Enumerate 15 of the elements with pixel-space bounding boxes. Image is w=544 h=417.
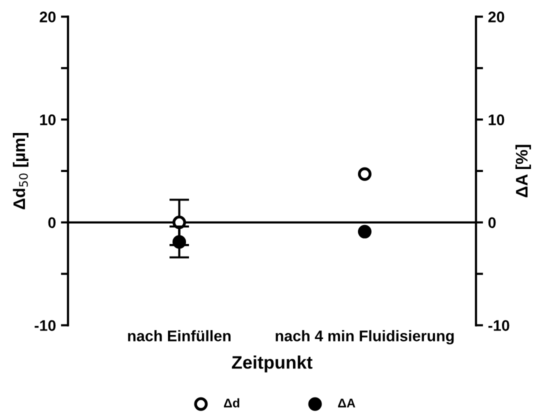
- y2-tick-label: 0: [488, 217, 496, 228]
- y-axis-title: Δd$_{50}$ [µm]: [12, 133, 28, 210]
- y-tick-label: 20: [40, 12, 56, 22]
- y-tick-label: 0: [48, 217, 56, 228]
- legend-label: ΔA: [338, 398, 356, 408]
- x-tick-label: nach 4 min Fluidisierung: [276, 330, 454, 344]
- y2-tick-label: -10: [488, 320, 510, 331]
- legend-label: Δd: [224, 398, 240, 408]
- x-axis-title: Zeitpunkt: [232, 356, 312, 372]
- y2-tick-label: 20: [488, 12, 504, 22]
- x-tick-label: nach Einfüllen: [128, 330, 231, 342]
- y-tick-label: -10: [34, 320, 56, 331]
- y-tick-label: 10: [40, 114, 56, 126]
- y2-axis-title: ΔA [%]: [515, 144, 531, 198]
- y2-tick-label: 10: [488, 114, 504, 126]
